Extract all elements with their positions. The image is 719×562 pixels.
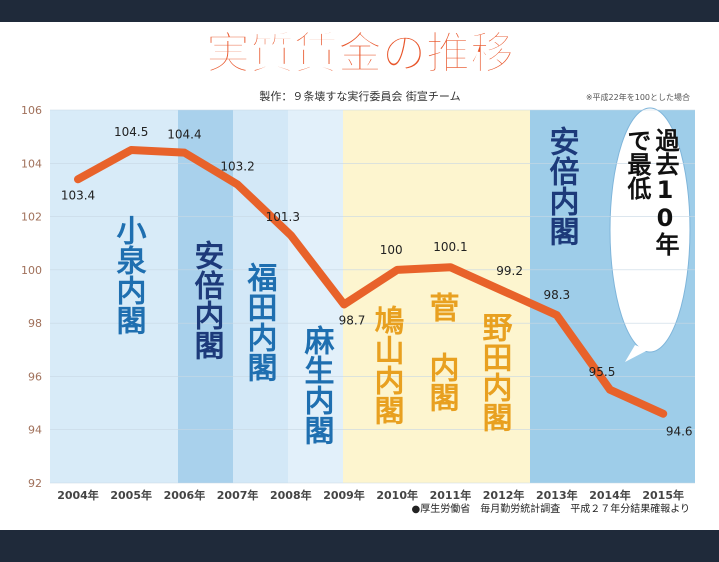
callout-text: で最低 (623, 128, 652, 201)
source: ●厚生労働省 毎月勤労統計調査 平成２７年分結果確報より (411, 502, 690, 515)
x-tick-label: 2007年 (217, 488, 259, 502)
x-tick-label: 2013年 (536, 488, 578, 502)
y-tick-label: 96 (28, 370, 42, 383)
x-tick-label: 2009年 (323, 488, 365, 502)
x-tick-label: 2005年 (110, 488, 152, 502)
data-label: 103.4 (61, 188, 95, 202)
data-label: 104.5 (114, 125, 148, 139)
data-label: 101.3 (266, 210, 300, 224)
x-tick-label: 2004年 (57, 488, 99, 502)
data-label: 99.2 (496, 264, 523, 278)
x-tick-label: 2006年 (164, 488, 206, 502)
x-tick-label: 2012年 (483, 488, 525, 502)
y-tick-label: 106 (21, 104, 42, 117)
y-tick-label: 94 (28, 424, 42, 437)
callout-text: 過去10年 (651, 128, 679, 256)
data-label: 94.6 (666, 425, 693, 439)
cabinet-label: 福田内閣 (242, 262, 279, 382)
data-label: 100.1 (433, 240, 467, 254)
data-label: 98.7 (339, 313, 366, 327)
cabinet-label: 麻生内閣 (299, 324, 335, 445)
band (233, 110, 288, 483)
x-tick-label: 2015年 (642, 488, 684, 502)
data-label: 100 (380, 243, 403, 257)
cabinet-label: 野田内閣 (477, 312, 513, 432)
bubble-tail (625, 345, 648, 362)
line (74, 145, 668, 418)
cabinet-label: 菅 内閣 (424, 292, 459, 412)
band (343, 110, 530, 483)
cabinet-label: 安倍内閣 (544, 126, 580, 246)
y-tick-label: 92 (28, 477, 42, 490)
cabinet-label: 安倍内閣 (189, 240, 225, 360)
y-tick-label: 102 (21, 211, 42, 224)
note: ※平成22年を100とした場合 (586, 92, 690, 102)
cabinet-label: 小泉内閣 (111, 215, 147, 335)
bubble (609, 107, 691, 353)
cabinet-label: 鳩山内閣 (369, 305, 405, 425)
band (50, 110, 178, 483)
data-label: 98.3 (543, 288, 570, 302)
y-tick-label: 98 (28, 317, 42, 330)
data-label: 95.5 (589, 365, 616, 379)
y-tick-label: 100 (21, 264, 42, 277)
chart-title: 実質賃金の推移 (206, 28, 514, 79)
x-tick-label: 2011年 (430, 488, 472, 502)
x-tick-label: 2014年 (589, 488, 631, 502)
y-tick-label: 104 (21, 157, 42, 170)
data-label: 103.2 (220, 160, 254, 174)
callout (609, 107, 691, 362)
data-label: 104.4 (167, 128, 201, 142)
x-tick-label: 2008年 (270, 488, 312, 502)
x-tick-label: 2010年 (376, 488, 418, 502)
subtitle: 製作：９条壊すな実行委員会 街宣チーム (259, 89, 460, 103)
